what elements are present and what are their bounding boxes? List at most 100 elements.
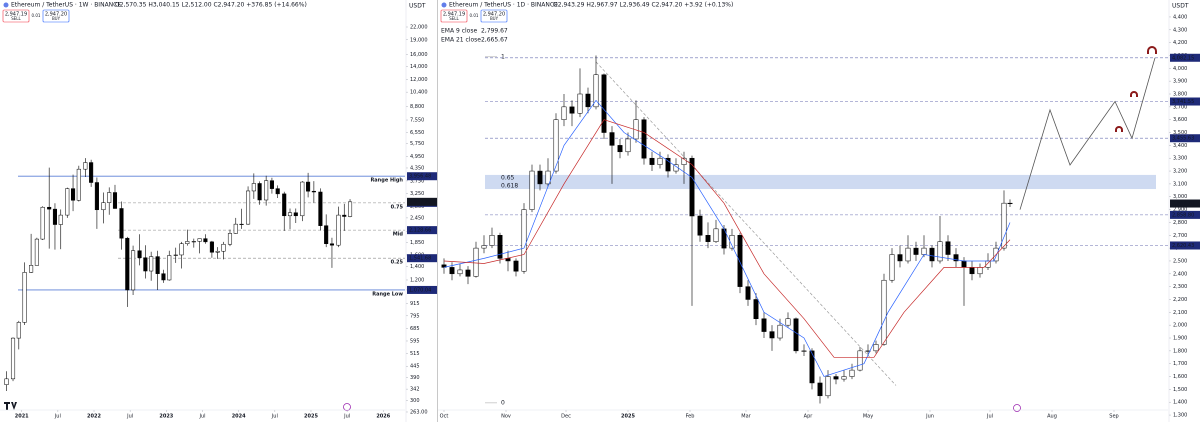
candle-body [977, 267, 983, 275]
candle-body [777, 324, 783, 339]
event-icon[interactable] [1013, 404, 1021, 412]
candle-body [257, 183, 262, 201]
candle-body [191, 241, 196, 243]
y-tick-label: 3,200 [1173, 169, 1187, 175]
candle-body [282, 193, 287, 217]
candle-body [961, 260, 967, 268]
buy-price: 2,947.20 [45, 12, 67, 18]
level-name: Range High [370, 178, 403, 184]
candle-body [793, 318, 799, 352]
x-tick-label: Mar [741, 414, 751, 420]
y-tick-label: 3,500 [1173, 130, 1187, 136]
x-tick-label: Apr [804, 414, 814, 420]
candle-body [697, 215, 703, 236]
y-tick-label: 4,200 [1173, 40, 1187, 46]
candle-body [131, 250, 136, 291]
buy-price: 2,947.20 [483, 12, 505, 18]
candle-body [841, 376, 847, 380]
y-tick-label: 3,000 [1173, 194, 1187, 200]
candle-body [58, 214, 63, 225]
y-tick-label: 915 [410, 301, 420, 307]
buy-button[interactable] [480, 9, 508, 23]
candle-body [293, 212, 298, 217]
y-tick-label: 2,100 [1173, 310, 1187, 316]
y-tick-label: 4,350 [410, 165, 424, 171]
y-tick-label: 2,200 [1173, 297, 1187, 303]
candle-body [52, 208, 58, 225]
x-tick-label: 2021 [15, 414, 29, 420]
x-tick-label: Jul [198, 414, 205, 420]
candle-body [601, 74, 607, 133]
y-tick-label: 3,900 [1173, 79, 1187, 85]
candle-body [40, 206, 45, 240]
candle-body [497, 235, 503, 259]
candle-body [71, 188, 76, 201]
candle-body [239, 223, 244, 226]
sell-button[interactable] [440, 9, 468, 23]
candle-body [221, 243, 226, 252]
candle-body [16, 322, 21, 339]
candle-body [264, 180, 269, 201]
candle-body [553, 119, 559, 172]
chart-panel: Range High 0.75 Mid 0.25 Range Low USDT 22,000… [0, 0, 437, 422]
x-tick-label: Nov [501, 414, 511, 420]
y-tick-label: 2,400 [1173, 271, 1187, 277]
x-tick-label: 2024 [232, 414, 246, 420]
candle-body [705, 235, 711, 242]
last-price-box [407, 197, 437, 206]
candle-body [22, 272, 27, 323]
y-tick-label: 3,800 [1173, 92, 1187, 98]
y-tick-label: 10,400 [410, 90, 428, 96]
symbol-icon [3, 2, 9, 8]
buy-button[interactable] [42, 9, 70, 23]
candle-body [347, 201, 353, 217]
candle-body [107, 192, 112, 203]
fib-level-label: 0 [501, 399, 505, 406]
x-tick-label: 2026 [376, 414, 390, 420]
candle-body [745, 286, 751, 300]
x-tick-label: Jul [343, 414, 350, 420]
candle-body [179, 243, 184, 256]
y-tick-label: 1,800 [1173, 348, 1187, 354]
fib-level-label: 1 [501, 53, 505, 60]
sell-button[interactable] [2, 9, 30, 23]
level-box [407, 172, 437, 181]
candle-body [465, 269, 471, 277]
candle-body [215, 250, 220, 253]
y-tick-label: 22,000 [410, 25, 428, 31]
y-tick-label: 2,300 [1173, 284, 1187, 290]
x-tick-label: May [863, 414, 873, 420]
candle-body [1001, 202, 1007, 249]
candle-body [185, 241, 190, 244]
candle-body [769, 331, 775, 339]
level-name: 0.75 [391, 204, 404, 210]
candle-body [737, 235, 743, 287]
magnet-icon [1115, 126, 1123, 132]
candle-body [833, 376, 839, 380]
x-tick-label: Dec [561, 414, 571, 420]
candle-body [10, 337, 16, 380]
candle-body [929, 247, 935, 262]
candle-body [809, 350, 815, 384]
candle-body [969, 267, 975, 275]
candle-body [306, 181, 311, 192]
y-tick-label: 445 [410, 364, 420, 370]
candle-body [593, 74, 599, 108]
y-tick-label: 3,400 [1173, 143, 1187, 149]
candle-body [65, 188, 70, 216]
candle-body [101, 202, 106, 211]
y-tick-label: 1,850 [410, 240, 424, 246]
candle-body [47, 206, 52, 210]
buy-label: BUY [52, 16, 61, 21]
y-tick-label: 7,550 [410, 118, 424, 124]
y-tick-label: 1,200 [410, 277, 424, 283]
y-tick-label: 795 [410, 313, 420, 319]
candle-body [143, 257, 148, 272]
y-tick-label: 4,400 [1173, 14, 1187, 20]
candle-body [449, 267, 455, 275]
candle-body [233, 223, 238, 234]
candle-body [913, 247, 919, 255]
y-tick-label: 8,800 [410, 104, 424, 110]
candle-body [251, 183, 256, 192]
